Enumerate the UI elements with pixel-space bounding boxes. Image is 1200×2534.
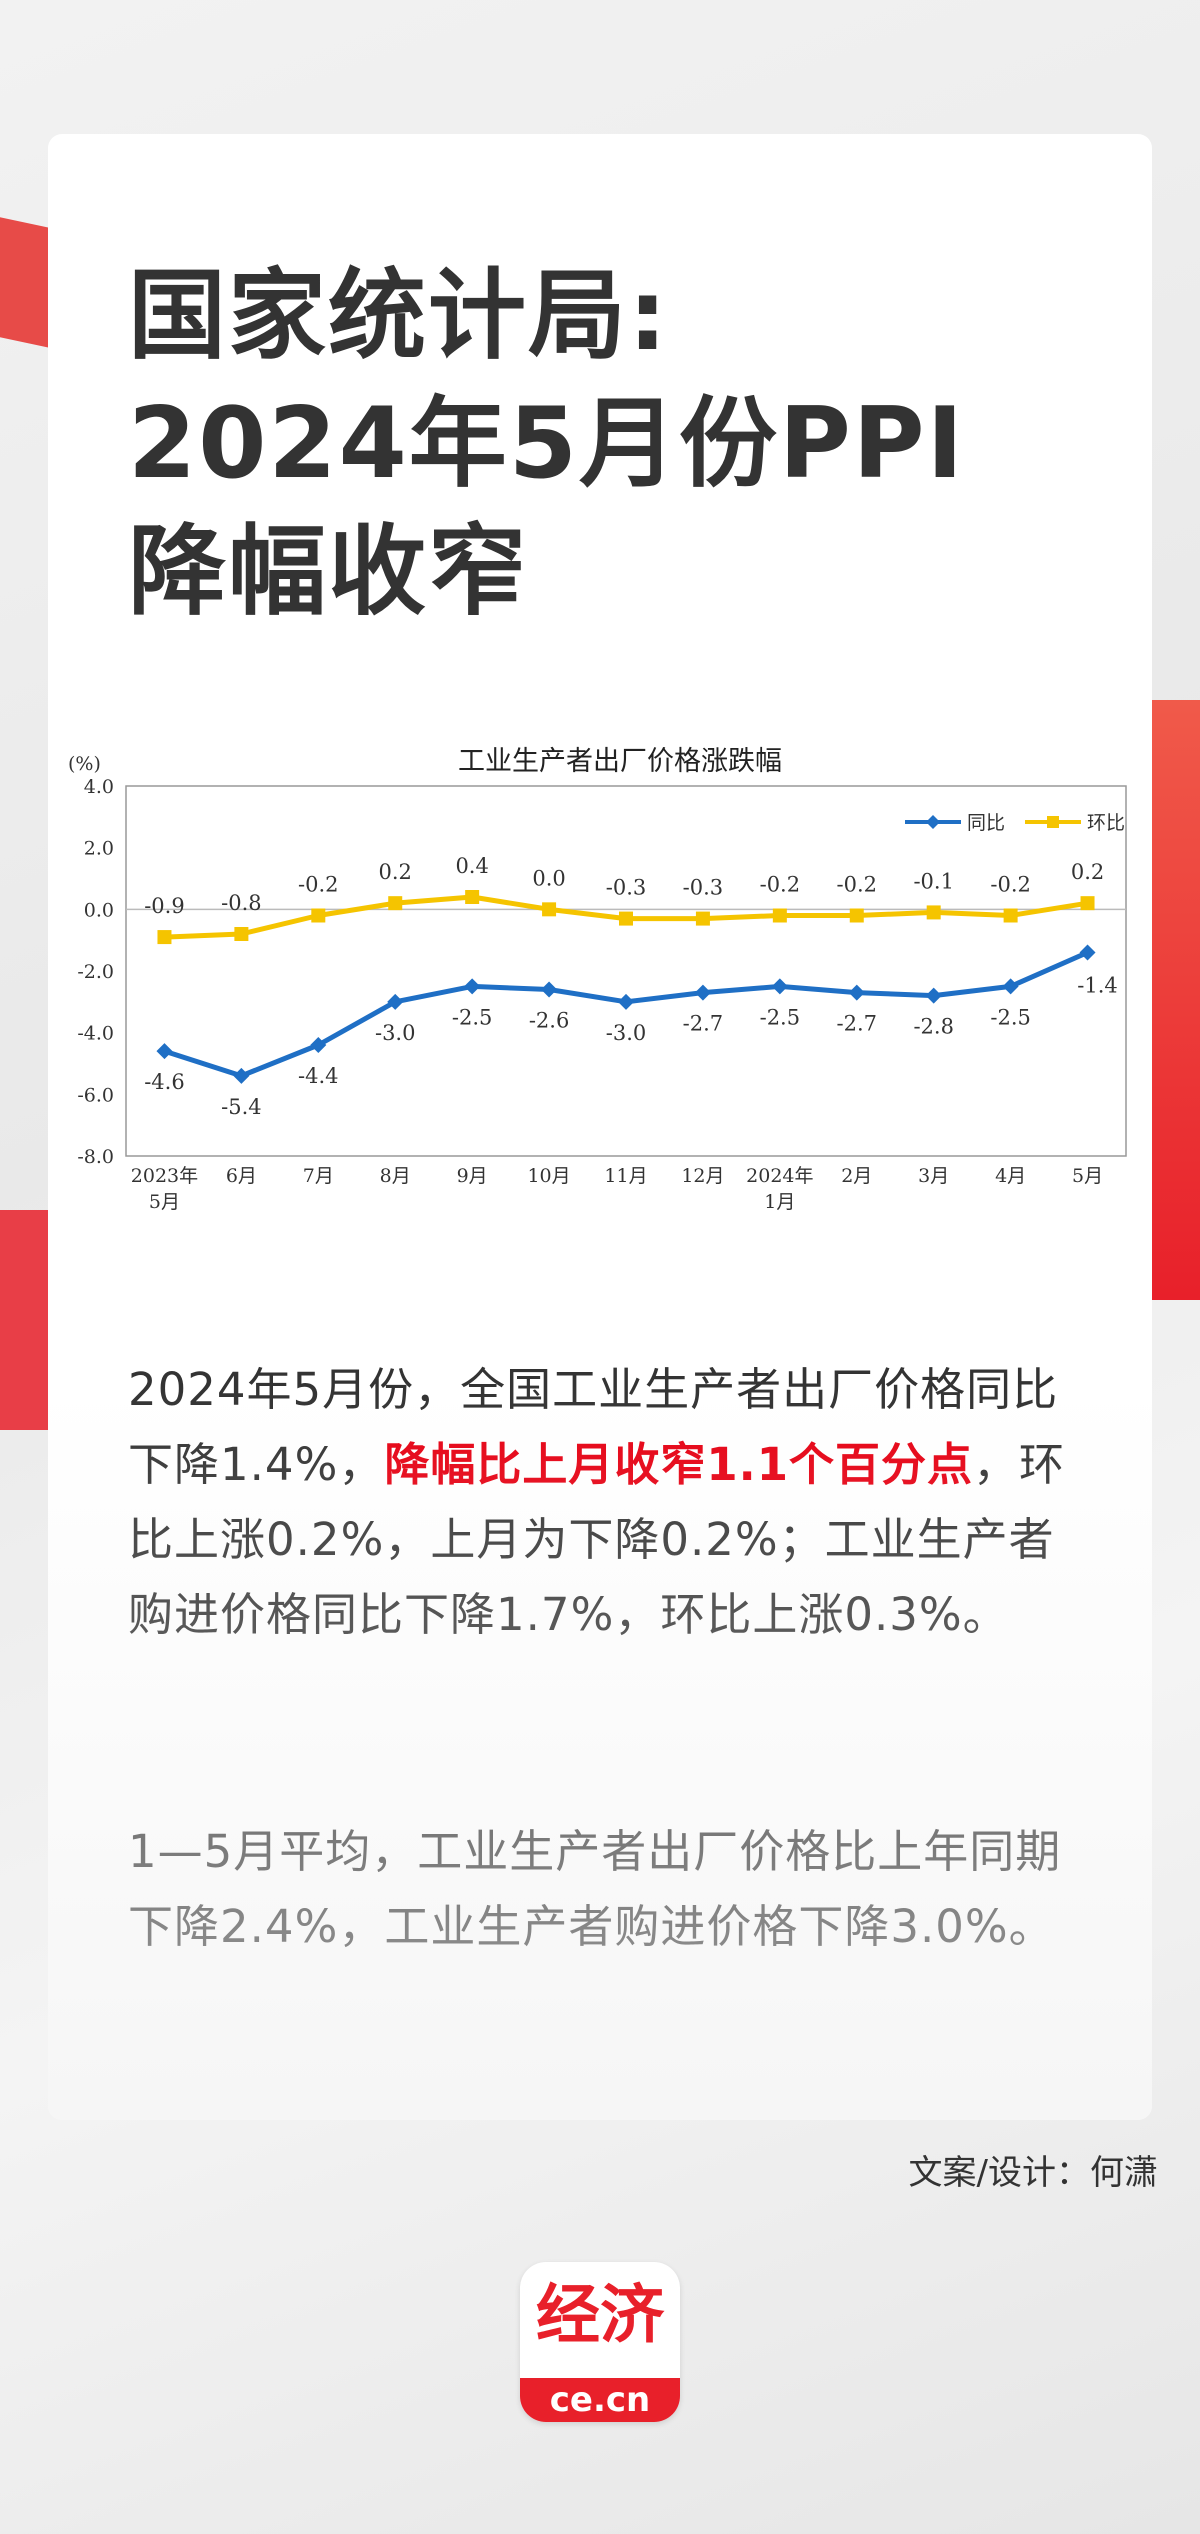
data-label: -2.8 bbox=[913, 1015, 954, 1039]
data-label: -0.2 bbox=[990, 873, 1031, 897]
data-point bbox=[695, 911, 710, 926]
data-label: -4.6 bbox=[144, 1070, 185, 1094]
logo-domain: ce.cn bbox=[520, 2378, 680, 2422]
data-label: -0.8 bbox=[221, 891, 262, 915]
x-tick-label: 3月 bbox=[918, 1165, 949, 1187]
data-point bbox=[157, 930, 172, 945]
data-label: 0.2 bbox=[1071, 860, 1104, 884]
x-tick-label: 12月 bbox=[681, 1165, 724, 1187]
data-label: 0.4 bbox=[455, 854, 488, 878]
paragraph-1-text-end: ，环比上涨0.2%，上月为下降0.2%；工业生产者购进价格同比下降1.7%，环比… bbox=[128, 1438, 1066, 1641]
plot-frame bbox=[125, 785, 1127, 1157]
data-label: -5.4 bbox=[221, 1095, 262, 1119]
data-point bbox=[541, 981, 558, 998]
data-label: -0.9 bbox=[144, 894, 185, 918]
logo-mark: 经济 bbox=[536, 2278, 664, 2353]
x-tick-label: 11月 bbox=[604, 1165, 647, 1187]
paragraph-1-text: 2024年5月份，全国工业生产者出厂价格同比下降1.4%， bbox=[128, 1363, 1059, 1491]
y-tick-label: 4.0 bbox=[84, 776, 114, 798]
data-point bbox=[1079, 944, 1096, 961]
data-point bbox=[1080, 896, 1095, 911]
data-point bbox=[464, 978, 481, 995]
x-tick-label: 4月 bbox=[995, 1165, 1026, 1187]
x-tick-label: 2月 bbox=[841, 1165, 872, 1187]
x-tick-label: 2024年 bbox=[746, 1165, 813, 1187]
data-label: -0.3 bbox=[606, 876, 647, 900]
x-tick-label: 5月 bbox=[1072, 1165, 1103, 1187]
data-label: -3.0 bbox=[375, 1021, 416, 1045]
legend-label: 环比 bbox=[1087, 812, 1125, 834]
data-point bbox=[694, 984, 711, 1001]
y-tick-label: -2.0 bbox=[77, 961, 114, 983]
data-label: -2.5 bbox=[452, 1005, 493, 1029]
x-tick-label: 1月 bbox=[764, 1191, 795, 1213]
legend-marker bbox=[926, 815, 940, 829]
paragraph-1-highlight: 降幅比上月收窄1.1个百分点 bbox=[384, 1438, 974, 1491]
data-point bbox=[618, 993, 634, 1010]
data-label: -0.1 bbox=[913, 869, 954, 893]
data-point bbox=[1002, 978, 1019, 995]
legend-marker bbox=[1047, 816, 1059, 828]
paragraph-1: 2024年5月份，全国工业生产者出厂价格同比下降1.4%，降幅比上月收窄1.1个… bbox=[128, 1352, 1088, 1652]
page-title: 国家统计局: 2024年5月份PPI 降幅收窄 bbox=[128, 252, 1088, 636]
data-point bbox=[619, 911, 633, 926]
data-label: -2.7 bbox=[683, 1012, 724, 1036]
y-tick-label: 0.0 bbox=[84, 899, 114, 921]
data-point bbox=[848, 984, 865, 1001]
y-tick-label: 2.0 bbox=[84, 838, 114, 860]
data-point bbox=[926, 905, 941, 920]
data-label: -2.6 bbox=[529, 1009, 570, 1033]
data-label: -2.5 bbox=[990, 1005, 1031, 1029]
data-label: -1.4 bbox=[1077, 974, 1118, 998]
data-point bbox=[465, 890, 480, 904]
data-label: 0.0 bbox=[532, 866, 565, 890]
data-point bbox=[1003, 908, 1018, 923]
data-point bbox=[925, 987, 942, 1004]
x-tick-label: 10月 bbox=[527, 1165, 570, 1187]
data-label: -2.7 bbox=[837, 1012, 878, 1036]
data-label: -0.3 bbox=[683, 876, 724, 900]
data-point bbox=[156, 1043, 173, 1060]
y-tick-label: -6.0 bbox=[77, 1084, 114, 1106]
x-tick-label: 7月 bbox=[303, 1165, 334, 1187]
data-point bbox=[388, 896, 403, 911]
data-label: -4.4 bbox=[298, 1064, 339, 1088]
chart-title: 工业生产者出厂价格涨跌幅 bbox=[458, 746, 782, 777]
x-tick-label: 6月 bbox=[226, 1165, 257, 1187]
data-point bbox=[310, 1037, 327, 1053]
data-point bbox=[542, 902, 557, 917]
y-tick-label: -8.0 bbox=[77, 1146, 114, 1168]
data-point bbox=[234, 927, 249, 941]
y-axis-unit: (%) bbox=[68, 753, 101, 775]
data-point bbox=[233, 1067, 250, 1084]
ppi-chart-svg: 工业生产者出厂价格涨跌幅 (%) 4.0 2.0 0.0 -2.0 -4.0 -6.0 -8… bbox=[68, 746, 1127, 1213]
content-card: 国家统计局: 2024年5月份PPI 降幅收窄 工业生产者出厂价格涨跌幅 (%)… bbox=[48, 134, 1152, 2120]
y-tick-label: -4.0 bbox=[77, 1023, 114, 1045]
data-label: -3.0 bbox=[606, 1021, 647, 1045]
legend-label: 同比 bbox=[967, 812, 1005, 834]
data-point bbox=[849, 908, 864, 923]
data-point bbox=[772, 908, 787, 923]
title-line-2: 2024年5月份PPI bbox=[128, 387, 966, 501]
data-point bbox=[771, 978, 788, 995]
credit-line: 文案/设计：何潇 bbox=[908, 2153, 1158, 2193]
x-tick-label: 5月 bbox=[149, 1191, 180, 1213]
data-label: 0.2 bbox=[379, 860, 412, 884]
data-label: -2.5 bbox=[760, 1005, 801, 1029]
x-tick-label: 9月 bbox=[457, 1165, 488, 1187]
data-label: -0.2 bbox=[760, 873, 801, 897]
data-label: -0.2 bbox=[298, 873, 339, 897]
data-point bbox=[311, 908, 326, 923]
ce-cn-logo: 经济 ce.cn bbox=[520, 2262, 680, 2422]
data-label: -0.2 bbox=[837, 873, 878, 897]
ppi-chart: 工业生产者出厂价格涨跌幅 (%) 4.0 2.0 0.0 -2.0 -4.0 -6.0 -8… bbox=[60, 734, 1150, 1394]
data-point bbox=[387, 993, 404, 1010]
title-line-3: 降幅收窄 bbox=[128, 515, 529, 629]
paragraph-2: 1—5月平均，工业生产者出厂价格比上年同期下降2.4%，工业生产者购进价格下降3… bbox=[128, 1825, 1062, 1953]
title-line-1: 国家统计局: bbox=[128, 259, 670, 373]
x-tick-label: 8月 bbox=[380, 1165, 411, 1187]
x-tick-label: 2023年 bbox=[131, 1165, 198, 1187]
